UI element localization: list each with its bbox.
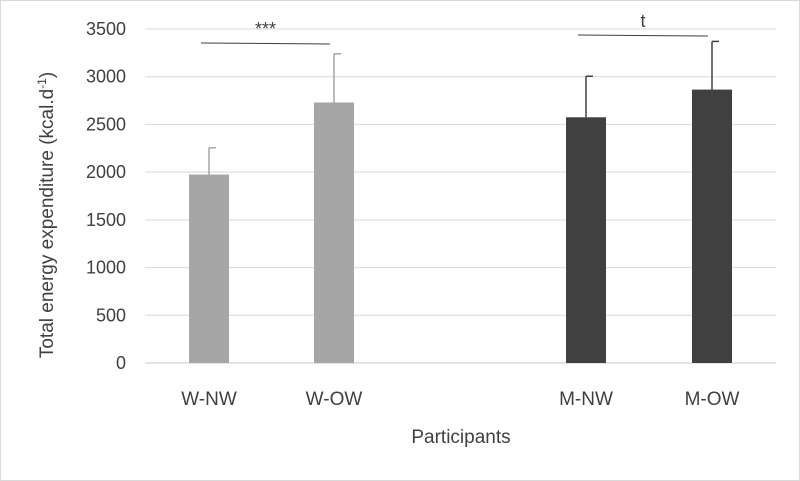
bar-m-ow bbox=[692, 89, 732, 364]
significance-label: t bbox=[640, 11, 645, 31]
y-tick-label: 3500 bbox=[86, 19, 126, 39]
y-tick-label: 2000 bbox=[86, 162, 126, 182]
x-category-label: W-NW bbox=[181, 389, 237, 410]
significance-line bbox=[200, 42, 331, 45]
significance-annotations: *** t bbox=[200, 11, 709, 45]
y-axis-title-superscript: -1 bbox=[35, 78, 49, 89]
y-axis-title-main: Total energy expenditure (kcal.d bbox=[37, 89, 58, 358]
bar-w-ow bbox=[314, 102, 354, 363]
y-tick-label: 500 bbox=[96, 305, 126, 325]
y-axis-title-suffix: ) bbox=[37, 72, 58, 78]
bars bbox=[189, 89, 732, 364]
gridlines bbox=[145, 28, 776, 364]
x-axis-title: Participants bbox=[411, 427, 510, 448]
y-tick-label: 0 bbox=[116, 353, 126, 373]
x-category-labels: W-NW W-OW M-NW M-OW bbox=[181, 389, 739, 410]
bar-w-nw bbox=[189, 174, 229, 363]
y-axis-title: Total energy expenditure (kcal.d-1) bbox=[35, 72, 58, 358]
significance-line bbox=[577, 34, 709, 37]
x-category-label: W-OW bbox=[306, 389, 363, 410]
y-tick-labels: 0 500 1000 1500 2000 2500 3000 3500 bbox=[86, 19, 126, 373]
y-tick-label: 1500 bbox=[86, 210, 126, 230]
x-category-label: M-NW bbox=[559, 389, 613, 410]
y-tick-label: 3000 bbox=[86, 67, 126, 87]
bar-m-nw bbox=[566, 117, 606, 364]
y-tick-label: 2500 bbox=[86, 114, 126, 134]
x-category-label: M-OW bbox=[685, 389, 740, 410]
error-bars bbox=[208, 40, 719, 175]
significance-label: *** bbox=[255, 19, 276, 39]
y-tick-label: 1000 bbox=[86, 258, 126, 278]
